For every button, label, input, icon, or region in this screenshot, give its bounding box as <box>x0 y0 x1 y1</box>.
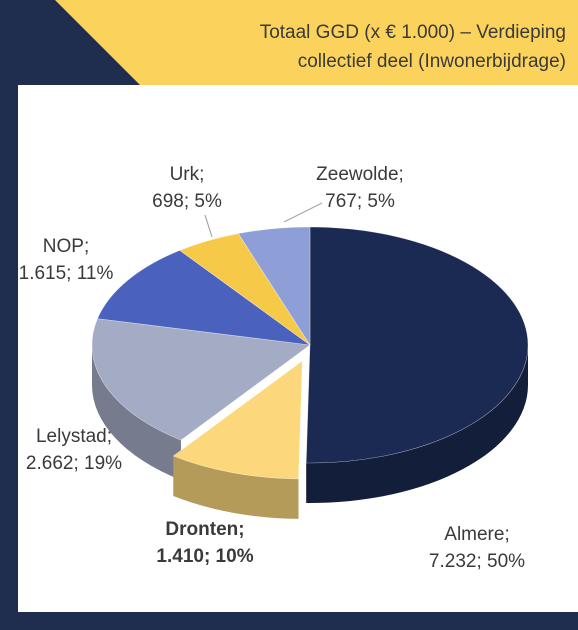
data-label: 698; 5% <box>152 191 222 212</box>
data-label: 1.410; 10% <box>156 546 253 567</box>
slice-side <box>306 345 528 503</box>
leader-line <box>283 202 323 223</box>
data-label-name: Lelystad; <box>36 426 112 447</box>
data-label: 767; 5% <box>325 191 395 212</box>
data-label-name: Urk; <box>170 164 205 185</box>
data-label-name: Almere; <box>444 524 509 545</box>
slice <box>91 318 311 441</box>
slice-side <box>173 456 299 519</box>
data-label: 2.662; 19% <box>26 453 122 474</box>
slice <box>97 250 311 346</box>
leader-line <box>204 214 213 238</box>
data-label: 7.232; 50% <box>429 551 525 572</box>
data-label-name: Zeewolde; <box>316 164 404 185</box>
slice <box>172 360 303 480</box>
data-label: 1.615; 11% <box>19 263 114 284</box>
data-label-name: NOP; <box>43 236 89 257</box>
chart-title: collectief deel (Inwonerbijdrage) <box>298 51 566 72</box>
title-banner <box>55 0 578 85</box>
chart-title: Totaal GGD (x € 1.000) – Verdieping <box>260 22 566 43</box>
data-label-name: Dronten; <box>165 519 244 540</box>
slice <box>237 226 311 347</box>
slice <box>305 226 529 464</box>
slice-side <box>92 345 181 481</box>
